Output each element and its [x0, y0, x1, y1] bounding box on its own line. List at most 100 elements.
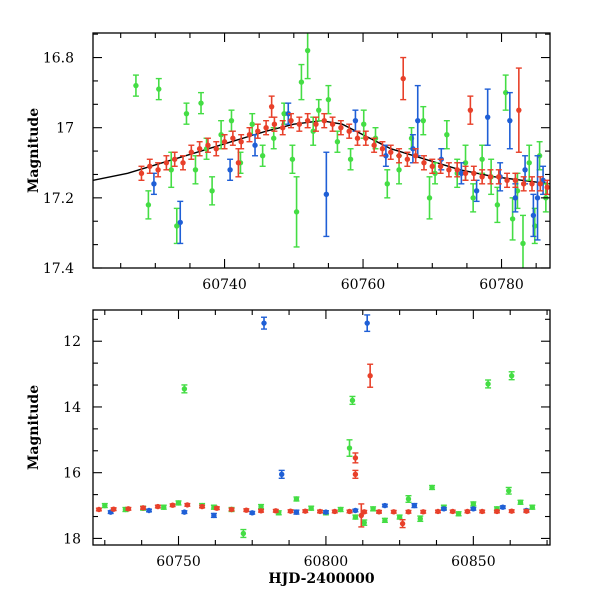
data-point	[512, 177, 519, 184]
data-point	[454, 167, 460, 173]
data-point	[358, 512, 365, 519]
data-point	[396, 153, 402, 159]
data-point	[280, 125, 286, 131]
data-point	[429, 163, 435, 169]
data-point	[258, 503, 264, 510]
data-point	[188, 149, 195, 155]
data-point	[417, 516, 423, 522]
data-point	[384, 181, 390, 187]
data-point	[347, 156, 354, 162]
data-point	[504, 177, 510, 184]
data-point	[293, 509, 300, 515]
x-tick-label: 60750	[156, 554, 201, 570]
data-point	[338, 125, 344, 131]
data-point	[252, 142, 258, 148]
data-point	[529, 181, 535, 187]
data-point	[214, 505, 220, 511]
data-point	[426, 195, 433, 201]
data-point	[110, 506, 117, 512]
data-point	[308, 505, 314, 511]
data-point	[352, 514, 359, 520]
data-point	[268, 103, 275, 110]
data-point	[352, 471, 359, 478]
data-point	[293, 209, 300, 215]
data-point	[441, 506, 447, 512]
data-point	[464, 508, 471, 515]
data-point	[487, 174, 494, 180]
data-point	[271, 135, 277, 141]
data-point	[470, 195, 476, 201]
data-point	[534, 195, 541, 201]
data-point	[537, 181, 544, 187]
data-point	[183, 110, 190, 117]
data-point	[473, 188, 480, 194]
data-point	[155, 167, 161, 173]
y-tick-label: 12	[63, 334, 81, 350]
data-point	[259, 153, 266, 159]
data-point	[184, 502, 191, 508]
data-point	[509, 216, 516, 222]
data-point	[388, 149, 394, 155]
data-point	[346, 508, 353, 515]
data-point	[446, 167, 452, 173]
y-tick-label: 14	[63, 400, 81, 416]
data-point	[471, 170, 477, 176]
data-point	[169, 502, 176, 508]
data-point	[411, 502, 418, 509]
data-point	[512, 195, 519, 201]
data-point	[367, 373, 373, 379]
data-point	[316, 107, 322, 113]
data-point	[352, 117, 359, 124]
data-point	[500, 504, 506, 510]
bottom-panel: 60750 60800 60850 12 14 16 18 Magnitude HJD-2400…	[26, 309, 551, 587]
data-point	[281, 110, 287, 117]
data-point	[467, 107, 474, 113]
data-point	[479, 174, 485, 180]
data-point	[337, 506, 344, 513]
y-tick-label: 16.8	[43, 51, 74, 67]
data-point	[255, 128, 261, 134]
data-point	[502, 89, 509, 96]
data-point	[102, 502, 108, 509]
top-panel: 60740 60760 60780 16.8 17 17.2 17.4 Magnitude	[26, 32, 551, 293]
data-point	[354, 135, 361, 141]
data-point	[522, 167, 528, 173]
data-point	[496, 174, 502, 180]
data-point	[361, 519, 367, 526]
data-point	[227, 167, 233, 173]
data-point	[163, 160, 170, 166]
data-point	[96, 506, 102, 513]
data-point	[211, 512, 217, 519]
data-point	[240, 530, 247, 537]
data-point	[526, 160, 532, 166]
data-point	[346, 445, 353, 451]
data-point	[243, 507, 250, 513]
data-point	[376, 509, 382, 515]
data-point	[180, 160, 186, 166]
data-point	[421, 160, 427, 166]
data-point	[544, 184, 550, 191]
data-series-1	[150, 84, 547, 245]
y-tick-label: 17.4	[43, 261, 74, 277]
data-point	[507, 117, 513, 124]
data-point	[415, 117, 421, 124]
data-point	[530, 212, 537, 219]
data-point	[405, 496, 412, 502]
data-point	[370, 506, 376, 512]
y-axis-title: Magnitude	[26, 108, 42, 193]
data-point	[494, 202, 501, 208]
data-point	[302, 508, 308, 514]
data-point	[529, 504, 536, 510]
axes-frame	[92, 309, 551, 546]
data-point	[246, 132, 253, 138]
data-point	[361, 121, 367, 127]
data-point	[508, 373, 515, 379]
data-point	[172, 156, 178, 162]
data-point	[485, 381, 491, 387]
data-point	[391, 509, 397, 515]
data-point	[420, 509, 426, 515]
axes-frame	[92, 32, 551, 269]
x-tick-label: 60800	[304, 554, 349, 570]
data-point	[332, 508, 338, 515]
